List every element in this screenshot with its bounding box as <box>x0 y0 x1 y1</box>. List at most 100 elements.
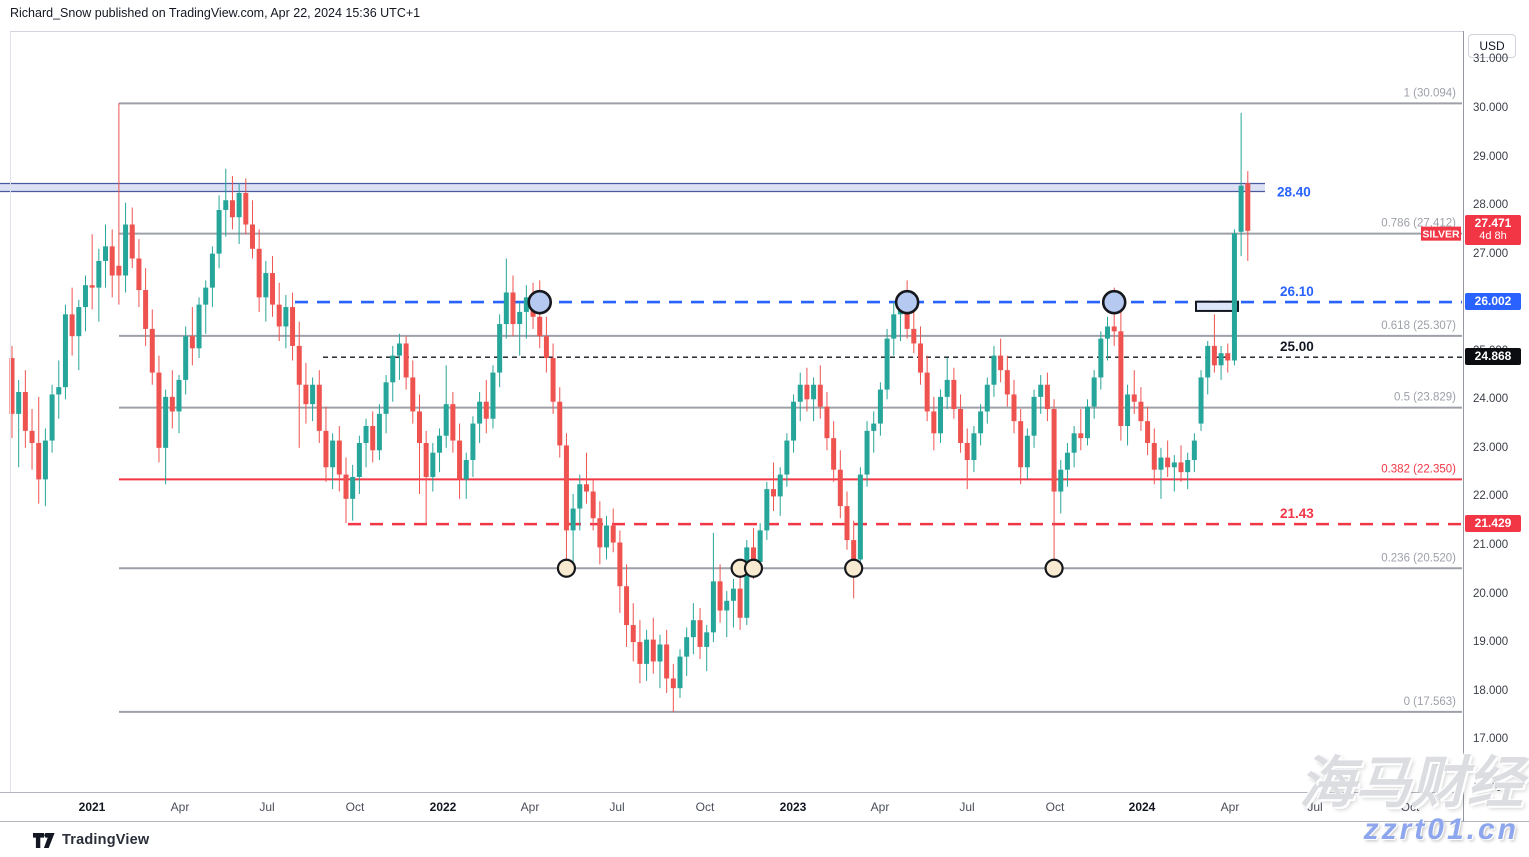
candle-body <box>1138 401 1144 422</box>
candle-body <box>437 435 443 453</box>
candle-body <box>1211 345 1217 366</box>
candle-body <box>871 423 877 431</box>
candle-body <box>630 625 636 643</box>
candle-body <box>76 307 82 337</box>
candle-body <box>984 384 990 412</box>
candle-body <box>1031 396 1037 436</box>
candle-body <box>710 581 716 633</box>
candle-body <box>283 307 289 327</box>
drawn-line-price-label: 21.43 <box>1280 506 1314 521</box>
candle-body <box>1185 459 1191 473</box>
candle-body <box>1024 435 1030 468</box>
resistance-zone-band[interactable] <box>0 183 1265 192</box>
candle-body <box>1044 384 1050 410</box>
candle-body <box>1225 353 1231 361</box>
candle-body <box>229 200 235 218</box>
candle-body <box>757 530 763 562</box>
badge-countdown: 4d 8h <box>1479 229 1507 242</box>
candle-body <box>503 292 509 325</box>
swing-low-circle-marker[interactable] <box>1044 558 1064 578</box>
price-axis-tick: 28.000 <box>1473 199 1509 212</box>
zone-band-price-label: 28.40 <box>1277 185 1311 200</box>
candle-body <box>96 260 102 288</box>
candle-body <box>497 324 503 373</box>
candle-body <box>664 644 670 679</box>
candle-body <box>1218 353 1224 366</box>
price-axis-tick: 18.000 <box>1473 684 1509 697</box>
swing-low-circle-marker[interactable] <box>556 558 577 578</box>
candle-body <box>270 273 276 305</box>
candle-body <box>817 384 823 407</box>
candle-body <box>811 384 817 400</box>
candle-body <box>784 440 790 475</box>
candle-body <box>1165 457 1171 468</box>
candle-body <box>463 459 469 480</box>
candle-body <box>483 401 489 419</box>
candle-body <box>303 384 309 405</box>
time-axis[interactable]: 2021 Apr Jul Oct 2022 Apr Jul Oct 2023 Apr Jul Oct 2… <box>0 792 1463 822</box>
swing-high-circle-marker[interactable] <box>527 289 553 315</box>
candle-body <box>570 508 576 531</box>
candle-body <box>403 343 409 378</box>
candle-body <box>156 372 162 448</box>
candle-body <box>396 343 402 356</box>
price-axis-tick: 22.000 <box>1473 490 1509 503</box>
candle-body <box>911 328 917 344</box>
swing-high-circle-marker[interactable] <box>894 289 920 315</box>
time-axis-month-label: Apr <box>170 800 190 814</box>
candle-body <box>1198 377 1204 424</box>
fib-level-label: 0.618 (25.307) <box>1381 320 1456 332</box>
time-axis-month-label: Jul <box>1307 800 1323 814</box>
breakout-highlight-box[interactable] <box>1195 300 1239 312</box>
price-axis[interactable]: USD 31.00030.00029.00028.00027.00026.000… <box>1463 31 1529 821</box>
candle-body <box>42 440 48 480</box>
candle-body <box>323 430 329 468</box>
candle-body <box>123 224 129 276</box>
candle-body <box>604 525 610 548</box>
swing-high-circle-marker[interactable] <box>1101 289 1127 315</box>
candle-body <box>103 246 109 261</box>
fib-level-label: 0.236 (20.520) <box>1381 552 1456 564</box>
candle-body <box>837 469 843 507</box>
candle-body <box>29 430 35 443</box>
candle-body <box>163 396 169 448</box>
candle-body <box>931 411 937 434</box>
candle-body <box>730 588 736 601</box>
candle-body <box>938 396 944 434</box>
candle-body <box>771 489 777 497</box>
candle-body <box>590 491 596 519</box>
candle-body <box>350 476 356 499</box>
candle-body <box>49 394 55 441</box>
currency-button[interactable]: USD <box>1468 34 1516 58</box>
candle-body <box>523 297 529 312</box>
candle-body <box>223 200 229 210</box>
candle-body <box>1058 469 1064 492</box>
candle-body <box>276 304 282 327</box>
candle-body <box>16 392 22 414</box>
candle-body <box>490 372 496 419</box>
candle-body <box>670 678 676 689</box>
candle-body <box>343 474 349 499</box>
candle-body <box>964 442 970 460</box>
candle-body <box>737 588 743 618</box>
candle-body <box>169 396 175 412</box>
swing-low-circle-marker[interactable] <box>743 558 764 578</box>
attribution-bar: TradingView <box>0 821 1529 857</box>
candle-body <box>884 338 890 390</box>
candle-body <box>430 452 436 477</box>
swing-low-circle-marker[interactable] <box>844 558 864 578</box>
candle-body <box>644 639 650 664</box>
candle-body <box>1131 394 1137 402</box>
candle-body <box>1078 433 1084 439</box>
candle-body <box>650 639 656 662</box>
candlestick-chart[interactable]: 1 (30.094)0.786 (27.412)0.618 (25.307)0.… <box>0 0 1463 792</box>
candle-body <box>951 379 957 410</box>
candle-body <box>797 384 803 402</box>
candle-body <box>557 401 563 446</box>
candle-body <box>1105 326 1111 339</box>
candle-body <box>1038 384 1044 397</box>
candle-body <box>851 540 857 560</box>
candle-body <box>1091 377 1097 407</box>
candle-body <box>791 401 797 441</box>
candle-body <box>129 224 135 259</box>
